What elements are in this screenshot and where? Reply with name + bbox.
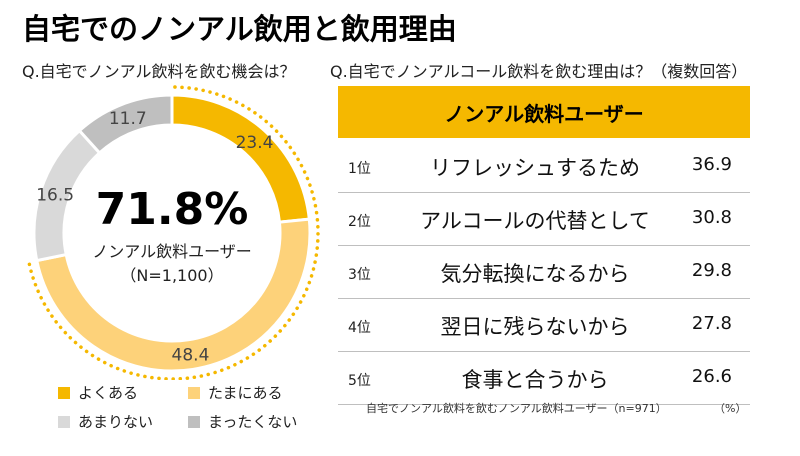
slice-value-label: 48.4 <box>172 346 210 366</box>
table-row: 1位 リフレッシュするため 36.9 <box>338 140 750 193</box>
chart-legend: よくある たまにある あまりない まったくない <box>58 382 328 432</box>
legend-item-sometimes: たまにある <box>188 382 328 403</box>
table-row: 2位 アルコールの代替として 30.8 <box>338 193 750 246</box>
rank-label: 1位 <box>348 161 371 177</box>
sample-size: （N=1,100） <box>120 266 224 285</box>
reason-label: 気分転換になるから <box>440 262 630 286</box>
donut-slice-never <box>77 93 174 156</box>
legend-swatch-rarely <box>58 415 70 428</box>
slice-value-label: 23.4 <box>236 133 274 153</box>
table-header: ノンアル飲料ユーザー <box>338 86 750 138</box>
unit-label: （%） <box>714 402 747 415</box>
user-percentage: 71.8% <box>95 184 249 235</box>
legend-label: まったくない <box>208 413 298 431</box>
legend-label: よくある <box>78 384 139 402</box>
reason-value: 29.8 <box>691 260 732 281</box>
slice-value-label: 16.5 <box>36 186 74 206</box>
table-row: 5位 食事と合うから 26.6 <box>338 352 750 405</box>
legend-label: あまりない <box>78 413 154 431</box>
table-row: 3位 気分転換になるから 29.8 <box>338 246 750 299</box>
reason-value: 30.8 <box>691 207 732 228</box>
reason-table: 1位 リフレッシュするため 36.9 2位 アルコールの代替として 30.8 3… <box>338 140 750 405</box>
user-label: ノンアル飲料ユーザー <box>92 242 252 261</box>
reason-label: 翌日に残らないから <box>440 315 630 339</box>
reason-label: 食事と合うから <box>461 368 609 392</box>
slice-value-label: 11.7 <box>109 109 147 129</box>
legend-item-often: よくある <box>58 382 188 403</box>
reason-value: 36.9 <box>691 154 732 175</box>
footnote: 自宅でノンアル飲料を飲むノンアル飲料ユーザー（n=971） <box>366 402 667 415</box>
right-question: Q.自宅でノンアルコール飲料を飲む理由は？（複数回答） <box>330 62 748 81</box>
legend-item-never: まったくない <box>188 411 328 432</box>
rank-label: 5位 <box>348 373 371 389</box>
reason-label: アルコールの代替として <box>420 209 650 233</box>
user-highlight-arc <box>27 85 320 380</box>
legend-swatch-often <box>58 386 70 399</box>
reason-value: 27.8 <box>691 313 732 334</box>
legend-swatch-sometimes <box>188 386 200 399</box>
table-row: 4位 翌日に残らないから 27.8 <box>338 299 750 352</box>
donut-chart: 23.4 48.4 16.5 11.7 <box>27 85 320 380</box>
reason-value: 26.6 <box>691 366 732 387</box>
donut-slice-sometimes <box>35 217 312 373</box>
page-title: 自宅でのノンアル飲用と飲用理由 <box>22 12 457 46</box>
left-question: Q.自宅でノンアル飲料を飲む機会は？ <box>22 62 296 81</box>
legend-item-rarely: あまりない <box>58 411 188 432</box>
reason-label: リフレッシュするため <box>430 156 640 180</box>
legend-label: たまにある <box>208 384 283 402</box>
rank-label: 4位 <box>348 320 371 336</box>
legend-swatch-never <box>188 415 200 428</box>
rank-label: 3位 <box>348 267 371 283</box>
rank-label: 2位 <box>348 214 371 230</box>
